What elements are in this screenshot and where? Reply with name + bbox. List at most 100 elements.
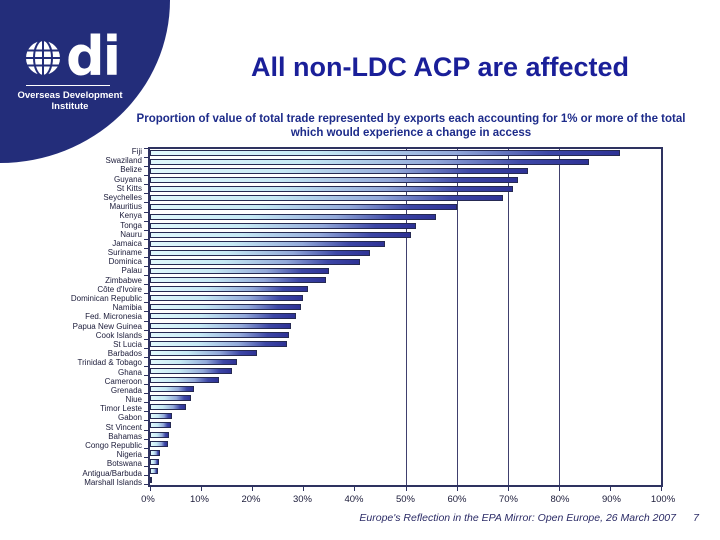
category-label: Trinidad & Tobago — [77, 358, 143, 368]
bar — [150, 240, 386, 247]
x-axis-tick — [405, 487, 407, 491]
y-axis-tick — [144, 229, 149, 231]
bar — [150, 204, 457, 211]
category-label: Belize — [120, 165, 142, 175]
logo-divider — [26, 85, 110, 86]
navy-corner-shape: di Overseas Development Institute — [0, 0, 170, 163]
y-axis-tick — [144, 166, 149, 168]
category-label: Gabon — [117, 413, 142, 423]
category-label: Côte d'Ivoire — [97, 284, 142, 294]
bar — [150, 431, 170, 438]
category-label: Kenya — [119, 211, 142, 221]
bar — [150, 286, 309, 293]
bar — [150, 150, 621, 156]
x-axis-tick — [661, 487, 662, 491]
gridline — [405, 149, 407, 485]
x-axis-tick — [303, 487, 305, 491]
y-axis-tick — [144, 184, 149, 186]
bar — [150, 386, 195, 393]
bar — [150, 249, 370, 256]
x-axis-tick — [150, 487, 151, 491]
category-label: Fiji — [131, 147, 142, 156]
x-tick-label: 80% — [550, 494, 570, 505]
bar — [150, 213, 437, 220]
y-axis-tick — [144, 429, 149, 431]
bar — [150, 258, 360, 265]
bar — [150, 349, 258, 356]
bar — [150, 322, 291, 329]
y-axis-tick — [144, 402, 149, 404]
y-axis-tick — [144, 193, 149, 195]
category-label: Niue — [125, 395, 142, 405]
y-axis-tick — [144, 375, 149, 377]
y-axis-tick — [144, 484, 149, 485]
category-label: Cameroon — [104, 376, 142, 386]
bar — [150, 159, 590, 166]
y-axis-tick — [144, 311, 149, 313]
category-label: Swaziland — [105, 156, 142, 166]
x-tick-label: 90% — [601, 494, 621, 505]
x-axis-tick — [507, 487, 509, 491]
bar — [150, 422, 171, 429]
chart-title-line1: Proportion of value of total trade repre… — [136, 113, 686, 125]
bar — [150, 395, 191, 402]
bar — [150, 231, 411, 238]
category-label: St Kitts — [116, 183, 142, 193]
category-label: Marshall Islands — [84, 477, 142, 487]
x-axis-tick — [609, 487, 611, 491]
category-label: Grenada — [110, 385, 142, 395]
bar — [150, 331, 289, 338]
y-axis-tick — [144, 238, 149, 240]
bar — [150, 304, 301, 311]
category-label: Mauritius — [109, 202, 142, 212]
y-axis-tick — [144, 465, 149, 467]
y-axis-tick — [144, 293, 149, 295]
y-axis-tick — [144, 220, 149, 222]
odi-logo: di — [23, 25, 121, 88]
bar — [150, 377, 219, 384]
y-axis-tick — [144, 338, 149, 340]
y-axis-tick — [144, 175, 149, 177]
x-axis-tick — [558, 487, 560, 491]
category-label: Suriname — [107, 248, 142, 258]
category-label: Nauru — [120, 229, 142, 239]
y-axis-tick — [144, 365, 149, 367]
category-label: Nigeria — [116, 450, 142, 460]
x-tick-label: 60% — [447, 494, 467, 505]
x-tick-label: 40% — [344, 494, 364, 505]
y-axis-tick — [144, 275, 149, 277]
gridline — [507, 149, 509, 485]
y-axis-tick — [144, 211, 149, 213]
category-label: Dominican Republic — [70, 294, 142, 304]
category-label: Cook Islands — [95, 330, 142, 340]
page-number: 7 — [693, 512, 699, 524]
bar — [150, 458, 159, 465]
bar — [150, 295, 304, 302]
category-label: Barbados — [107, 349, 142, 359]
y-axis-tick — [144, 438, 149, 440]
y-axis-tick — [144, 347, 149, 349]
y-axis-tick — [144, 329, 149, 331]
x-tick-label: 20% — [241, 494, 261, 505]
category-label: Ghana — [117, 367, 142, 377]
y-axis-tick — [144, 302, 149, 304]
bar — [150, 313, 296, 320]
plot-area — [144, 147, 663, 491]
x-tick-label: 10% — [189, 494, 209, 505]
gridline — [558, 149, 560, 485]
chart-title: Proportion of value of total trade repre… — [108, 112, 714, 140]
category-label: St Lucia — [113, 339, 142, 349]
bar — [150, 277, 327, 284]
org-name: Overseas Development Institute — [2, 90, 138, 112]
category-label: Papua New Guinea — [72, 321, 142, 331]
slide-title: All non-LDC ACP are affected — [250, 52, 630, 82]
bar — [150, 413, 172, 420]
bar — [150, 404, 186, 411]
category-label: Botswana — [106, 459, 142, 469]
y-axis-tick — [144, 474, 149, 476]
y-axis-tick — [144, 411, 149, 413]
footer-citation: Europe's Reflection in the EPA Mirror: O… — [359, 512, 676, 524]
y-axis-labels: Fiji Swaziland Belize Guyana St Kitts Seychel… — [0, 147, 142, 487]
odi-wordmark: di — [66, 25, 121, 88]
